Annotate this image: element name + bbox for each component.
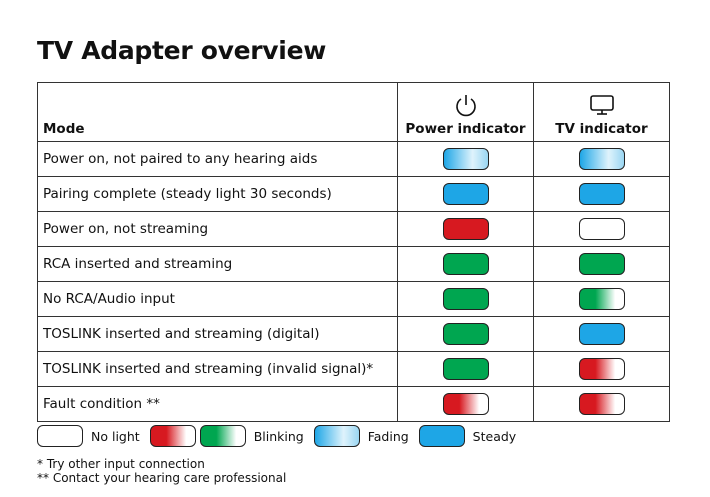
- legend: No light Blinking Fading Steady: [37, 425, 526, 447]
- indicator: [442, 218, 489, 240]
- table-row: TOSLINK inserted and streaming (digital): [37, 316, 670, 352]
- table-row: Pairing complete (steady light 30 second…: [37, 176, 670, 212]
- indicator-cell: [533, 176, 670, 212]
- footnotes: * Try other input connection ** Contact y…: [37, 457, 286, 485]
- mode-cell: Power on, not paired to any hearing aids: [37, 141, 398, 177]
- mode-cell: Power on, not streaming: [37, 211, 398, 247]
- table-row: Power on, not paired to any hearing aids: [37, 141, 670, 177]
- indicator: [313, 425, 360, 447]
- power-icon: [455, 95, 476, 117]
- indicator: [578, 288, 625, 310]
- table-row: RCA inserted and streaming: [37, 246, 670, 282]
- legend-label: Steady: [472, 428, 517, 444]
- title: TV Adapter overview: [37, 36, 327, 65]
- indicator: [442, 148, 489, 170]
- indicator-cell: [397, 316, 534, 352]
- indicator: [442, 323, 489, 345]
- indicator: [578, 148, 625, 170]
- legend-label: Blinking: [253, 428, 304, 444]
- indicator-cell: [533, 386, 670, 422]
- legend-item: No light: [37, 425, 140, 447]
- footnote: * Try other input connection: [37, 457, 205, 471]
- indicator: [578, 323, 625, 345]
- legend-label: No light: [91, 428, 140, 444]
- indicator-cell: [533, 141, 670, 177]
- indicator: [578, 183, 625, 205]
- footnote: ** Contact your hearing care professiona…: [37, 471, 287, 485]
- column-header: TV indicator: [533, 82, 670, 142]
- column-header: Power indicator: [397, 82, 534, 142]
- mode-cell: TOSLINK inserted and streaming (invalid …: [37, 351, 398, 387]
- legend-label: Fading: [367, 428, 409, 444]
- indicator-cell: [397, 281, 534, 317]
- column-header: Mode: [37, 82, 398, 142]
- indicator: [199, 425, 246, 447]
- indicator: [578, 393, 625, 415]
- legend-item: Fading: [313, 425, 409, 447]
- indicator: [578, 218, 625, 240]
- indicator: [149, 425, 196, 447]
- indicator: [442, 183, 489, 205]
- mode-cell: No RCA/Audio input: [37, 281, 398, 317]
- indicator-cell: [397, 246, 534, 282]
- indicator: [578, 358, 625, 380]
- indicator-cell: [397, 386, 534, 422]
- table-row: Fault condition **: [37, 386, 670, 422]
- indicator-cell: [397, 211, 534, 247]
- mode-cell: Pairing complete (steady light 30 second…: [37, 176, 398, 212]
- indicator-cell: [533, 316, 670, 352]
- mode-cell: Fault condition **: [37, 386, 398, 422]
- indicator-cell: [397, 351, 534, 387]
- column-label: TV indicator: [555, 121, 648, 137]
- indicator: [37, 425, 83, 447]
- table-row: No RCA/Audio input: [37, 281, 670, 317]
- column-label: Power indicator: [405, 121, 526, 137]
- mode-cell: RCA inserted and streaming: [37, 246, 398, 282]
- indicator-cell: [533, 211, 670, 247]
- indicator: [442, 288, 489, 310]
- mode-cell: TOSLINK inserted and streaming (digital): [37, 316, 398, 352]
- indicator-cell: [533, 351, 670, 387]
- table-row: TOSLINK inserted and streaming (invalid …: [37, 351, 670, 387]
- indicator-cell: [397, 176, 534, 212]
- indicator: [418, 425, 465, 447]
- indicator: [442, 358, 489, 380]
- indicator: [442, 253, 489, 275]
- indicator: [578, 253, 625, 275]
- indicator-cell: [397, 141, 534, 177]
- indicator-cell: [533, 246, 670, 282]
- indicator-cell: [533, 281, 670, 317]
- legend-item: Blinking: [149, 425, 304, 447]
- tv-icon: [589, 95, 614, 115]
- overview-table: Mode Power indicator TV indicator Power …: [37, 82, 670, 422]
- table-row: Power on, not streaming: [37, 211, 670, 247]
- legend-item: Steady: [418, 425, 517, 447]
- indicator: [442, 393, 489, 415]
